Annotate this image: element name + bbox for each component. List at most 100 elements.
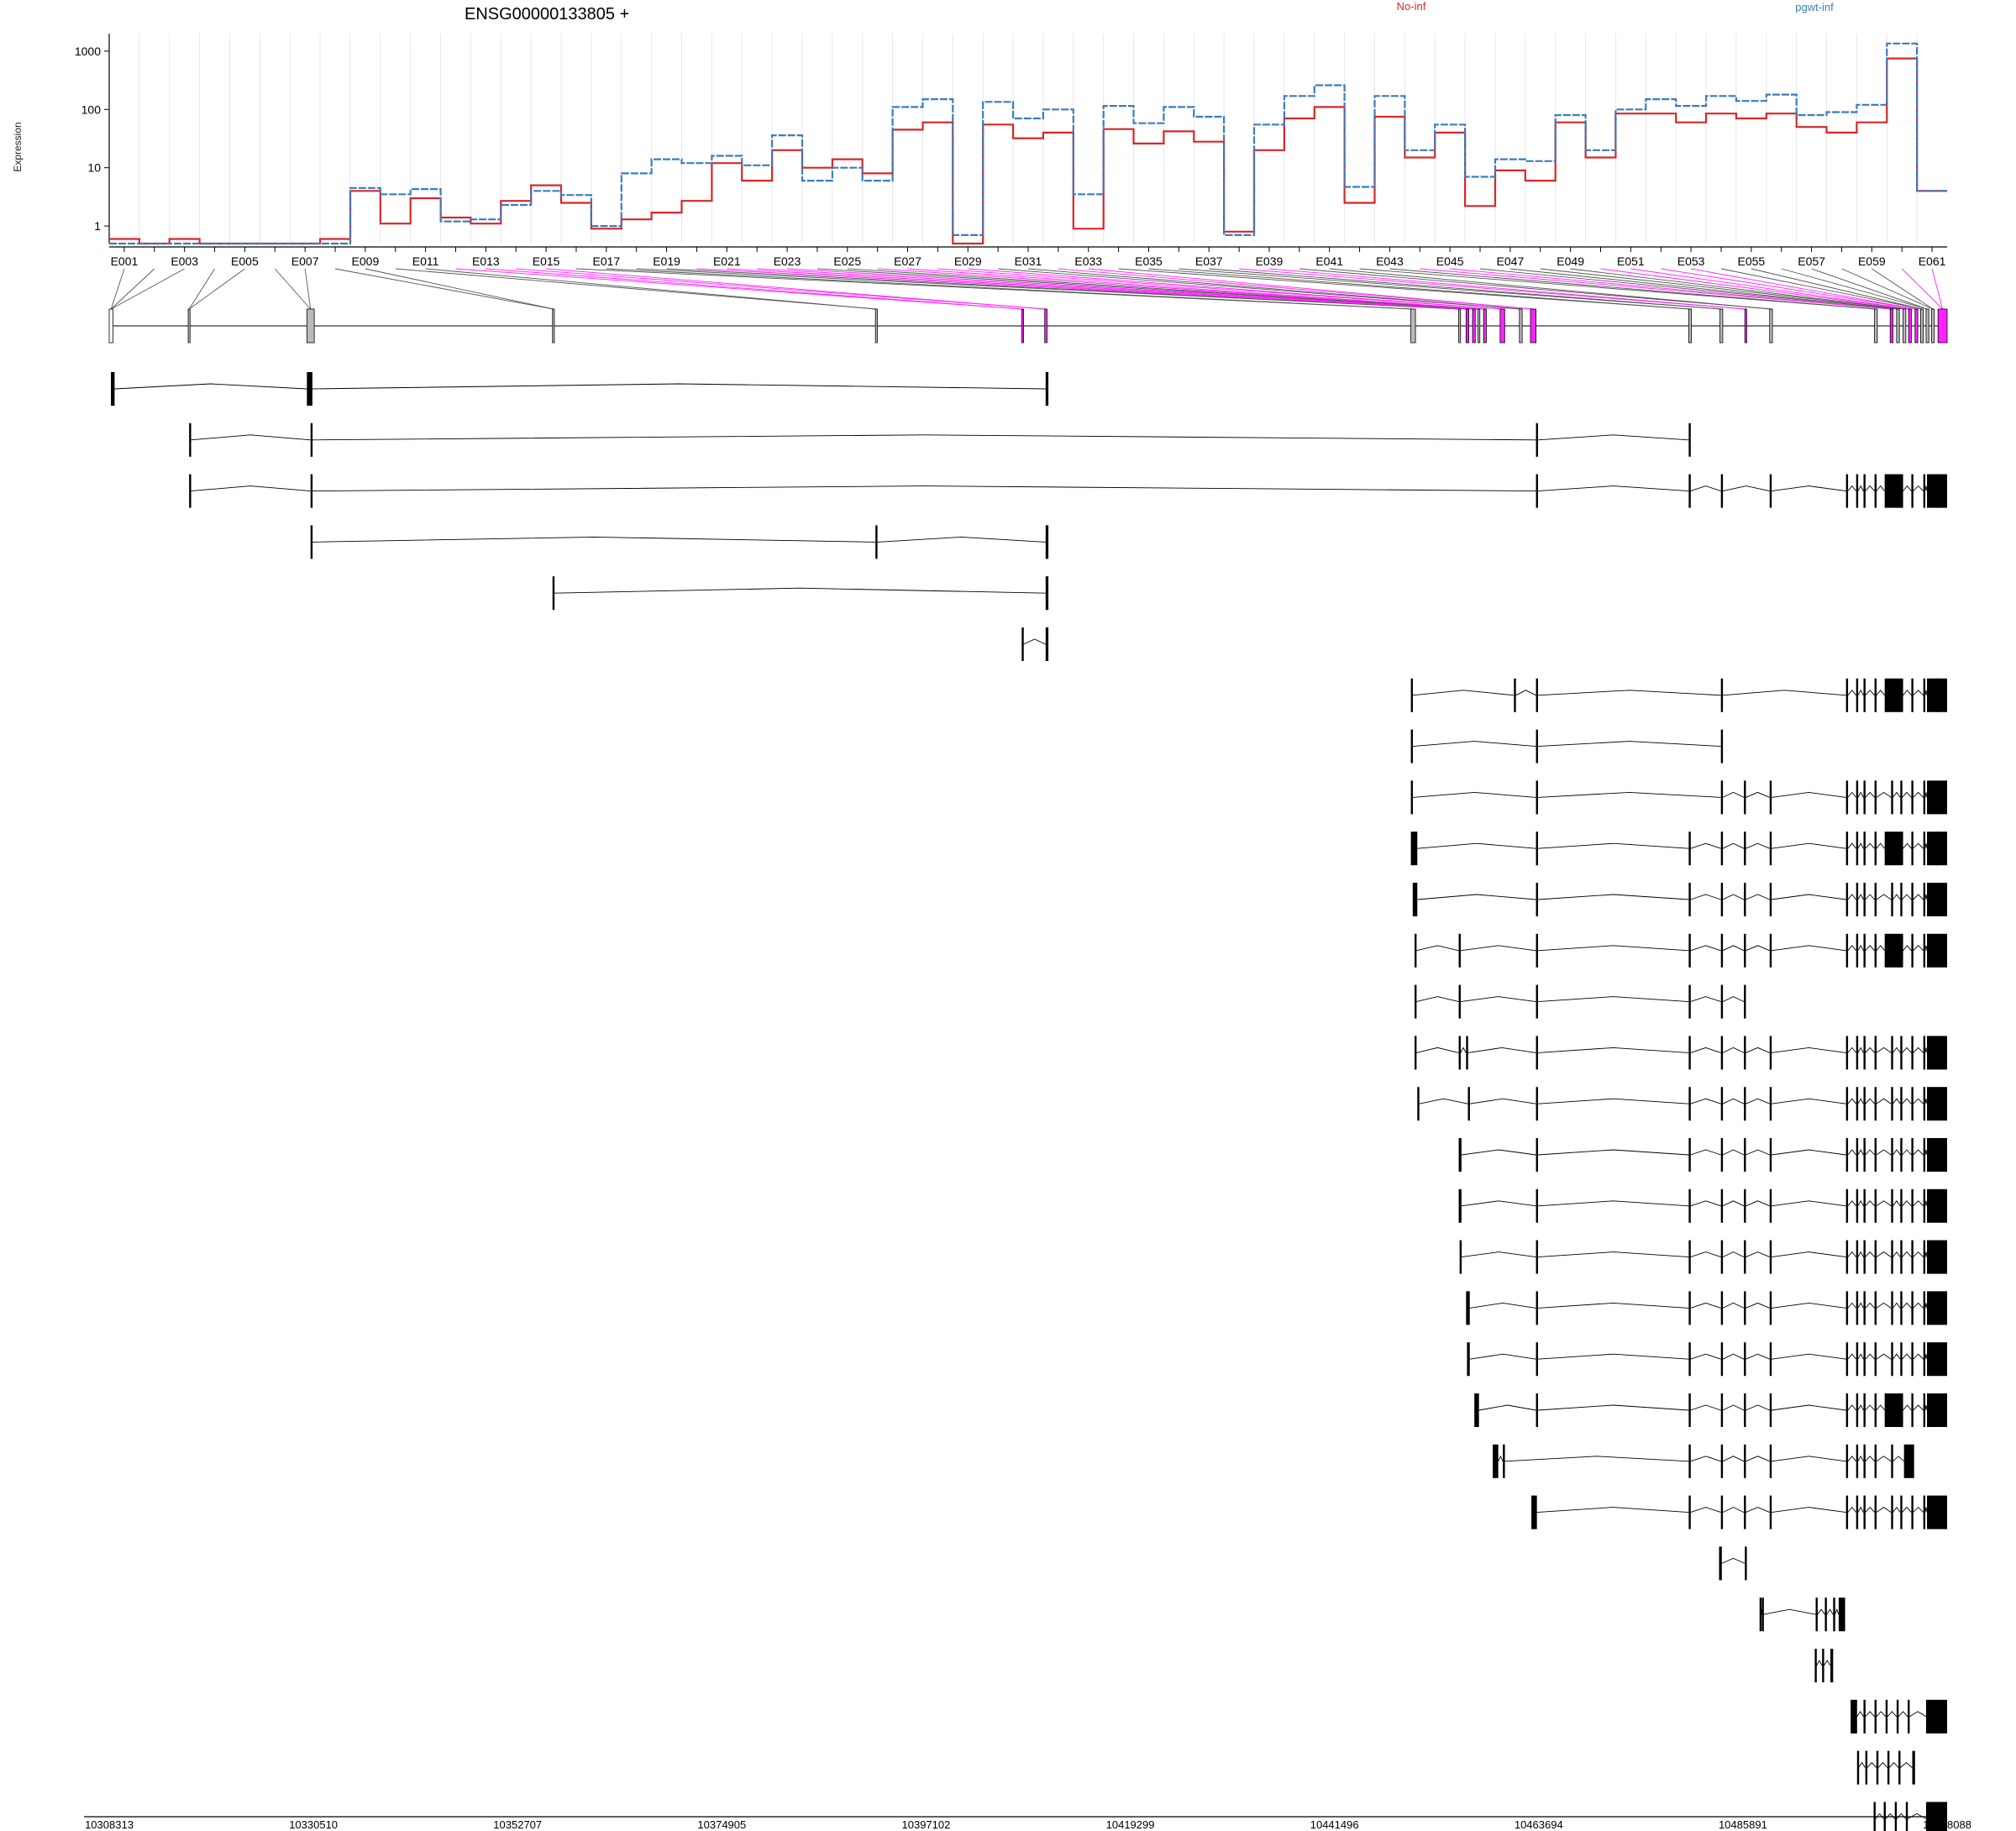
exon-block [1891,1240,1893,1274]
exon-block [1900,1495,1903,1529]
intron-line [1903,842,1912,849]
intron-line [1847,1404,1857,1411]
exon-block [1688,422,1691,457]
intron-line [1898,1711,1908,1718]
intron-line [1913,1200,1924,1207]
exon-block [1923,1291,1926,1325]
exon-block [1536,933,1538,968]
intron-line [1865,1098,1875,1104]
exon-block [1769,1087,1772,1121]
intron-line [1722,1507,1745,1514]
intron-line [1847,1200,1857,1207]
exon-bin [1044,308,1047,344]
exon-block [1824,1598,1827,1632]
intron-line [1913,791,1924,798]
exon-block [1911,832,1914,866]
exon-connector-line [1058,268,1534,310]
intron-line [1417,842,1536,849]
exon-block [1822,1649,1824,1682]
intron-line [1865,894,1875,900]
exon-block [189,474,192,508]
intron-line [1924,1149,1928,1156]
exon-block [1891,1036,1893,1070]
exon-block [1925,1699,1947,1734]
exon-block [1927,1291,1947,1325]
genomic-tick-label: 10508088 [1923,1818,1971,1831]
intron-line [1876,894,1892,900]
intron-line [1722,996,1745,1003]
intron-line [1771,894,1846,900]
exon-block [1856,1087,1859,1121]
exon-block [1769,1291,1772,1325]
intron-line [1771,1200,1846,1207]
exon-block [1891,883,1893,916]
intron-line [312,383,1046,390]
exon-block [1688,832,1691,866]
exon-connector-line [395,268,877,310]
exon-connector-line [110,268,125,310]
exon-block [1863,780,1866,815]
exon-block [1856,474,1859,508]
exon-block [1911,780,1914,815]
exon-block [1884,832,1903,866]
intron-line [1903,1404,1912,1411]
intron-line [312,434,1536,441]
exon-tick-label: E033 [1074,254,1102,268]
exon-block [1536,1291,1538,1325]
exon-block [1923,1342,1926,1377]
exon-block [1720,1393,1724,1427]
exon-connector-line [666,268,1460,310]
exon-tick-label: E017 [592,254,620,268]
intron-line [312,485,1536,492]
intron-line [1857,944,1864,952]
exon-connector-line [1540,268,1905,310]
exon-block [1863,1342,1866,1377]
intron-line [1461,1251,1536,1258]
intron-line [1823,1660,1831,1666]
exon-block [1927,1188,1947,1223]
intron-line [1817,1608,1825,1615]
intron-line [1876,1507,1892,1513]
exon-block [1876,1750,1879,1785]
intron-line [1876,1149,1892,1156]
intron-line [1460,996,1536,1003]
intron-line [1893,1302,1901,1309]
intron-line [1722,485,1770,492]
exon-bin [1465,308,1470,344]
exon-block [1912,1750,1915,1785]
exon-block [1863,1393,1866,1427]
intron-line [1721,1557,1746,1564]
genomic-tick-label: 10330510 [289,1818,338,1831]
exon-tick-label: E009 [352,254,380,268]
intron-line [1816,1660,1823,1666]
intron-line [1537,1047,1689,1053]
transcript-row [1414,984,1746,1019]
exon-tick-label: E053 [1677,254,1705,268]
exon-block [1911,1188,1914,1223]
intron-line [1865,1047,1875,1053]
exon-connector-line [998,268,1521,310]
intron-line [1690,1200,1721,1207]
exon-block [1874,1087,1877,1121]
intron-line [312,536,876,543]
intron-line [1857,1098,1864,1104]
exon-block [1536,1240,1538,1274]
exon-block [1745,1546,1747,1581]
exon-connector-line [111,268,185,310]
intron-line [1771,1047,1846,1053]
exon-connector-line [1389,268,1877,310]
exon-block [1744,1291,1746,1325]
intron-line [1412,690,1515,696]
exon-block [1769,883,1772,916]
exon-block [1744,832,1746,866]
intron-line [1417,894,1536,900]
intron-line [1865,791,1875,798]
exon-block [1769,1240,1772,1274]
intron-line [1865,945,1875,952]
intron-line [1746,1149,1770,1156]
exon-block [1935,474,1939,508]
exon-block [1927,1342,1947,1377]
exon-bin [108,308,113,344]
transcript-row [111,372,1049,406]
exon-connector-line [727,268,1467,310]
